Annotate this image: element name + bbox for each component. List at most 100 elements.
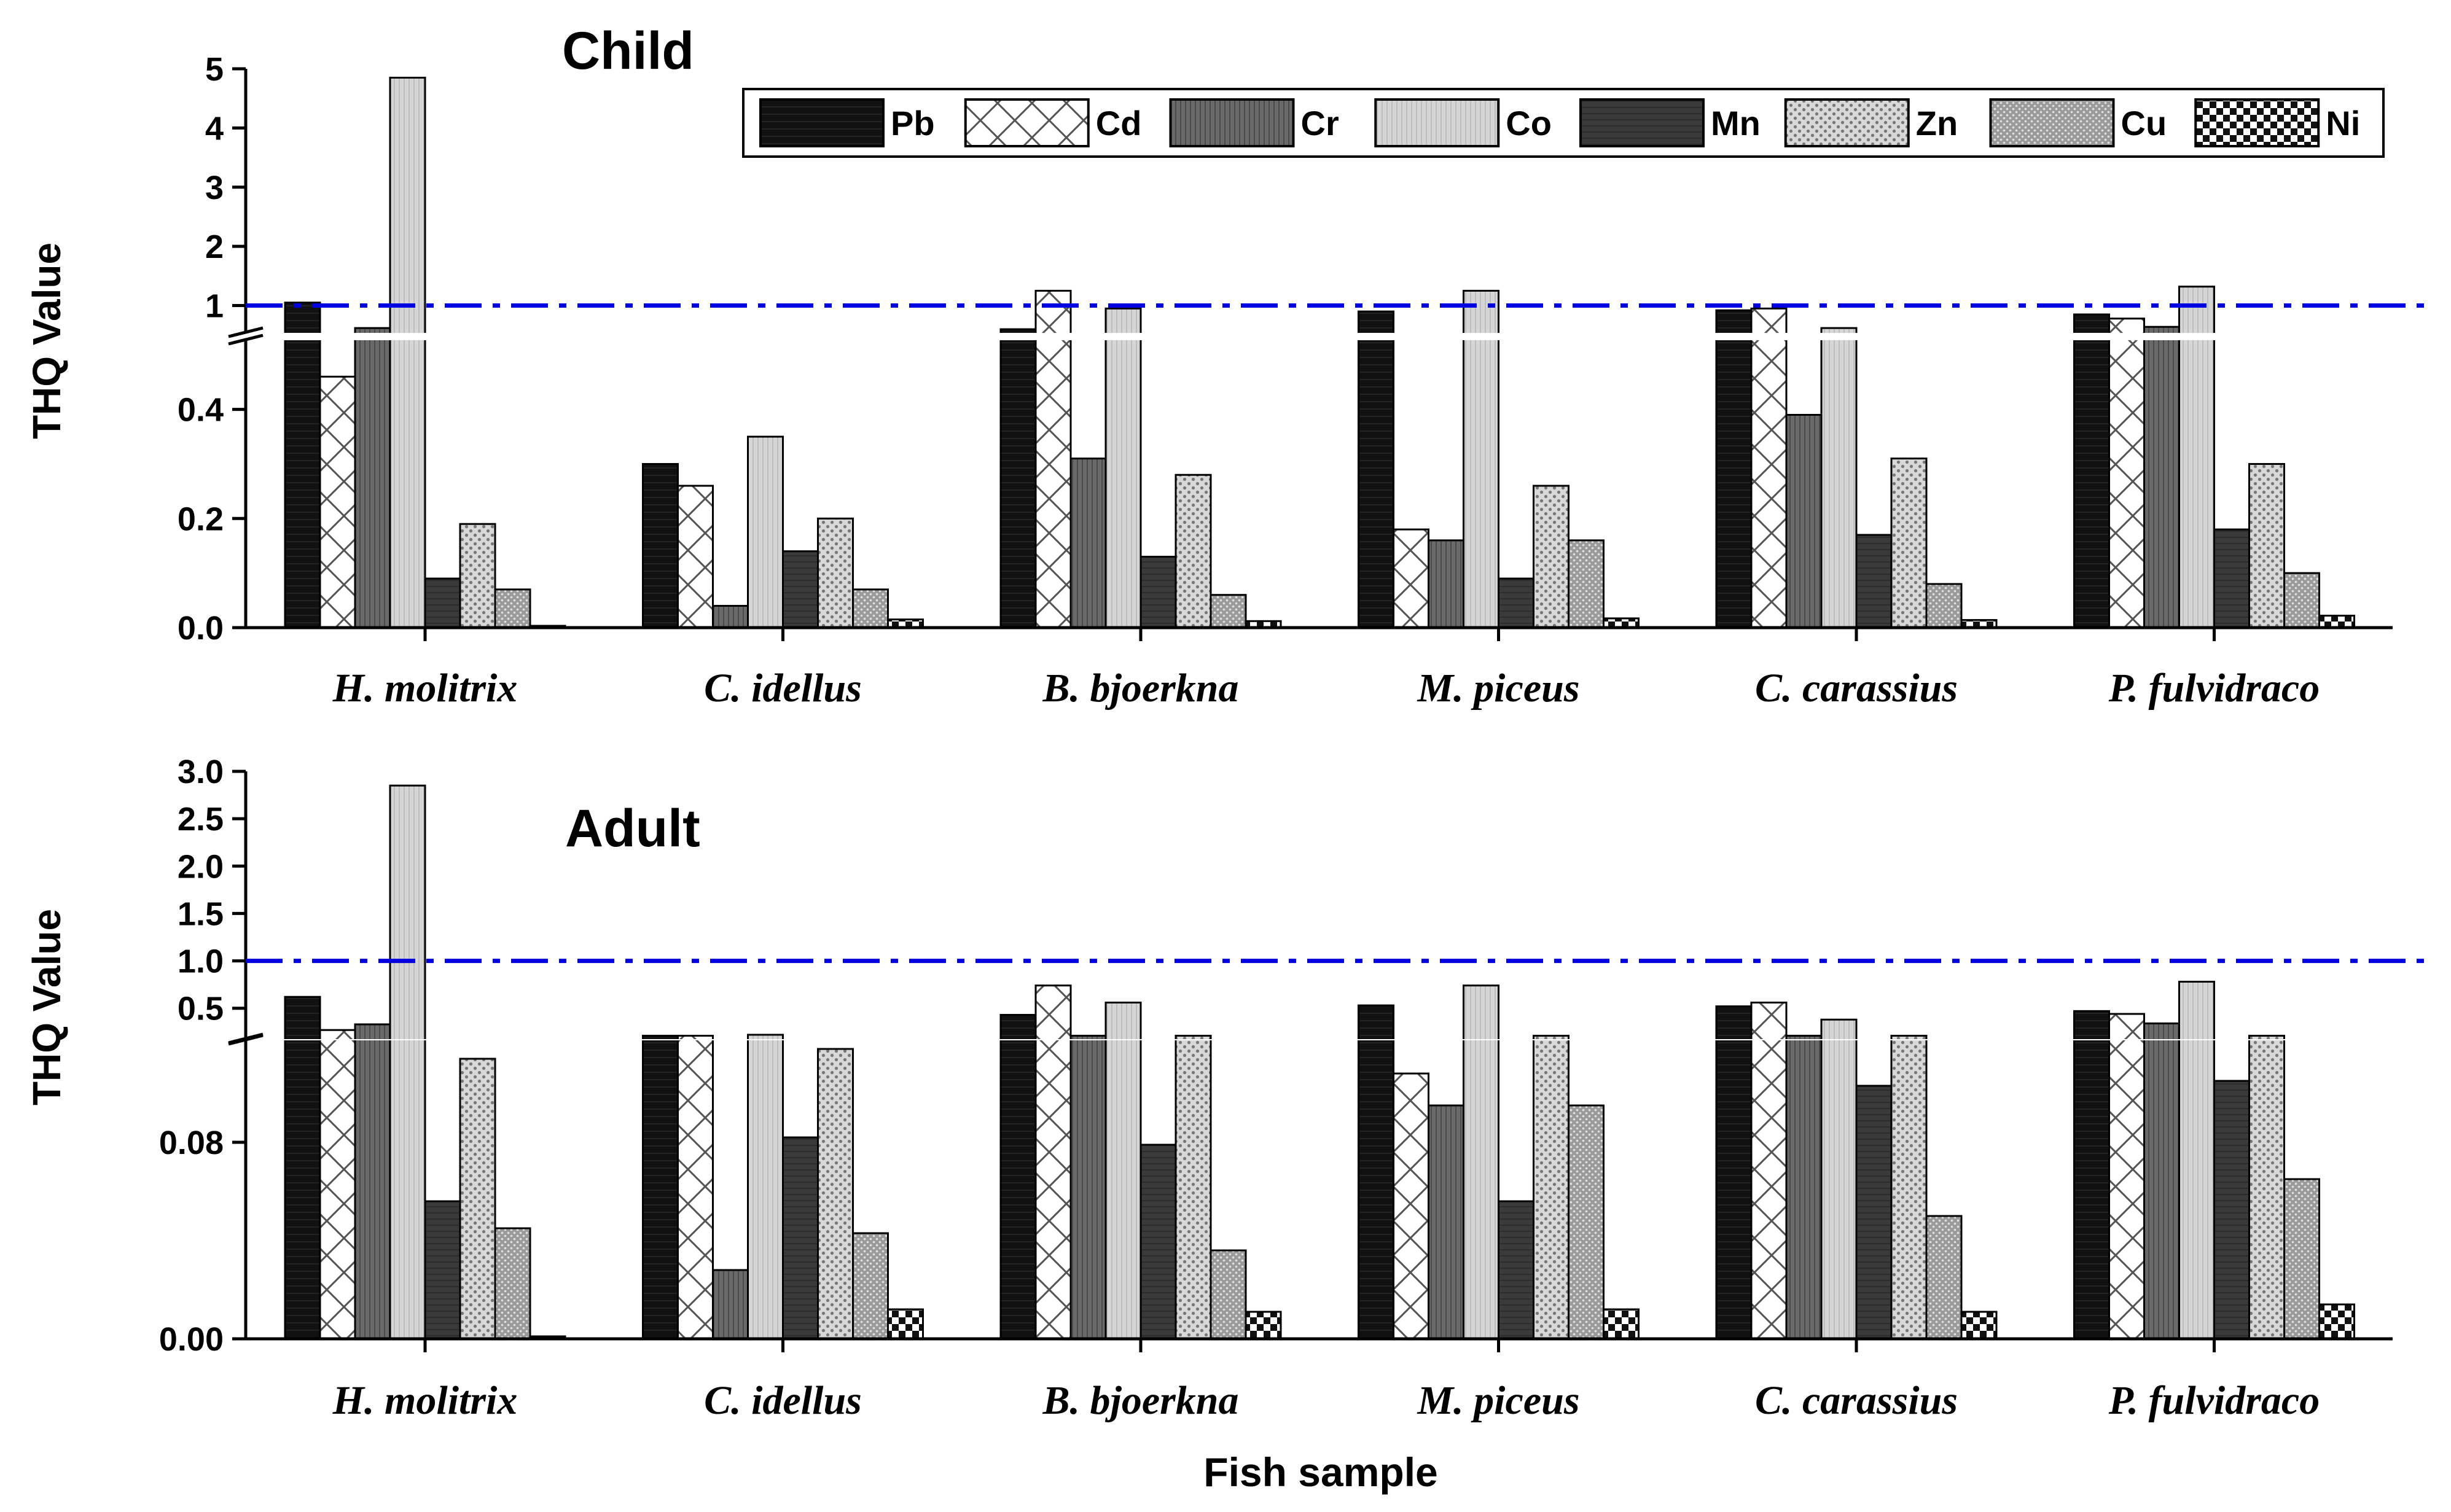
bar-child-zn-h-molitrix: [459, 523, 496, 629]
legend-swatch-ni: [2194, 98, 2320, 147]
legend-label-ni: Ni: [2326, 104, 2360, 142]
bar-adult-cr-c-carassius: [1785, 1034, 1823, 1340]
x-tick-label-h-molitrix: H. molitrix: [332, 666, 518, 711]
bar-child-zn-c-idellus: [817, 517, 854, 629]
y-tick-label: 1: [205, 288, 224, 325]
bar-adult-ni-b-bjoerkna: [1245, 1311, 1282, 1340]
bar-adult-cd-b-bjoerkna: [1034, 984, 1072, 1340]
bar-child-mn-p-fulvidraco: [2213, 528, 2250, 629]
bar-adult-ni-c-idellus: [887, 1308, 924, 1340]
x-tick-label-c-carassius: C. carassius: [1755, 666, 1958, 711]
bar-child-cr-b-bjoerkna: [1069, 458, 1107, 629]
bar-adult-zn-m-piceus: [1533, 1034, 1570, 1340]
x-tick-label-c-carassius: C. carassius: [1755, 1378, 1958, 1423]
legend-swatch-cd: [964, 98, 1090, 147]
x-tick-label-c-idellus: C. idellus: [704, 666, 862, 711]
bar-child-cr-c-carassius: [1785, 414, 1823, 629]
axis-break-mark: [228, 333, 264, 346]
legend: Pb Cd Cr Co Mn Zn Cu Ni: [742, 88, 2385, 158]
legend-label-pb: Pb: [891, 104, 935, 142]
y-tick-label: 2.5: [178, 801, 224, 838]
bar-child-zn-p-fulvidraco: [2248, 462, 2285, 629]
y-tick-label: 0.2: [178, 501, 224, 537]
bar-adult-zn-p-fulvidraco: [2248, 1034, 2285, 1340]
x-tick-label-p-fulvidraco: P. fulvidraco: [2108, 1378, 2320, 1423]
bar-adult-pb-c-carassius: [1715, 1005, 1753, 1340]
bar-child-cd-c-carassius: [1750, 307, 1788, 629]
bar-child-cu-h-molitrix: [494, 588, 531, 629]
bar-child-co-p-fulvidraco: [2178, 286, 2215, 629]
x-tick-label-b-bjoerkna: B. bjoerkna: [1042, 1378, 1238, 1423]
bar-child-cu-c-idellus: [852, 588, 889, 629]
y-tick-label: 0.00: [159, 1321, 224, 1358]
bar-child-pb-c-carassius: [1715, 309, 1753, 629]
bar-child-cr-m-piceus: [1428, 539, 1464, 629]
bar-adult-zn-c-carassius: [1890, 1034, 1928, 1340]
bar-child-cd-c-idellus: [677, 485, 714, 629]
bar-child-mn-c-idellus: [782, 550, 819, 629]
bar-child-cd-p-fulvidraco: [2108, 318, 2145, 629]
bar-child-pb-m-piceus: [1358, 310, 1394, 629]
y-tick-label: 1.5: [178, 895, 224, 932]
y-tick-label: 4: [205, 110, 224, 147]
axis-break-band: [248, 1039, 2393, 1040]
bar-child-cu-c-carassius: [1925, 583, 1963, 629]
bar-child-zn-b-bjoerkna: [1175, 473, 1212, 629]
bar-child-cr-c-idellus: [712, 604, 749, 629]
panels-layer: 0.0 0.2 0.4 1 2 3 4 5 H. molitrix C. idellus B. bj…: [25, 21, 2430, 1495]
panel-child: 0.0 0.2 0.4 1 2 3 4 5 H. molitrix C. idellus B. bj…: [25, 21, 2430, 711]
bar-adult-cr-b-bjoerkna: [1069, 1034, 1107, 1340]
legend-swatch-co: [1374, 98, 1500, 147]
x-axis-label: Fish sample: [1203, 1449, 1437, 1495]
legend-swatch-zn: [1784, 98, 1910, 147]
axis-break-band: [248, 333, 2393, 340]
bar-adult-pb-b-bjoerkna: [999, 1014, 1037, 1340]
bar-adult-co-p-fulvidraco: [2178, 981, 2215, 1340]
bar-child-cd-m-piceus: [1393, 528, 1429, 629]
bar-adult-cr-m-piceus: [1428, 1104, 1464, 1340]
y-tick-label: 2: [205, 228, 224, 265]
bar-adult-cd-c-carassius: [1750, 1001, 1788, 1340]
bar-child-mn-c-carassius: [1855, 534, 1893, 629]
bar-adult-pb-h-molitrix: [284, 996, 321, 1340]
panel-title: Child: [562, 21, 694, 80]
bar-adult-cr-c-idellus: [712, 1269, 749, 1340]
bar-child-pb-c-idellus: [642, 462, 679, 629]
y-tick-label: 0.5: [178, 991, 224, 1027]
axis-break-mark: [228, 1034, 264, 1046]
bar-adult-cd-p-fulvidraco: [2108, 1013, 2145, 1340]
legend-label-co: Co: [1506, 104, 1552, 142]
y-tick-label: 0.0: [178, 610, 224, 647]
bar-adult-mn-m-piceus: [1498, 1200, 1534, 1340]
bar-adult-co-m-piceus: [1463, 984, 1499, 1340]
bar-adult-cu-c-carassius: [1925, 1215, 1963, 1340]
bar-adult-pb-p-fulvidraco: [2073, 1010, 2110, 1340]
bar-child-co-m-piceus: [1463, 289, 1499, 629]
legend-label-zn: Zn: [1916, 104, 1958, 142]
bar-adult-pb-m-piceus: [1358, 1004, 1394, 1340]
legend-swatch-cu: [1989, 98, 2115, 147]
bar-child-zn-m-piceus: [1533, 485, 1570, 629]
legend-swatch-mn: [1579, 98, 1705, 147]
bar-child-cu-p-fulvidraco: [2283, 572, 2320, 629]
x-tick-label-h-molitrix: H. molitrix: [332, 1378, 518, 1423]
bar-child-cr-p-fulvidraco: [2143, 325, 2180, 629]
y-tick-label: 2.0: [178, 848, 224, 885]
bar-adult-zn-h-molitrix: [459, 1058, 496, 1340]
bar-adult-mn-c-carassius: [1855, 1085, 1893, 1340]
bar-adult-mn-b-bjoerkna: [1140, 1144, 1177, 1340]
legend-swatch-pb: [759, 98, 885, 147]
bar-adult-mn-h-molitrix: [424, 1200, 461, 1340]
bar-adult-pb-c-idellus: [642, 1034, 679, 1340]
legend-label-cu: Cu: [2121, 104, 2167, 142]
y-tick-label: 1.0: [178, 943, 224, 980]
bar-adult-cr-p-fulvidraco: [2143, 1022, 2180, 1340]
y-axis-label: THQ Value: [25, 909, 69, 1105]
bar-adult-mn-c-idellus: [782, 1136, 819, 1340]
bar-child-cd-h-molitrix: [319, 375, 356, 629]
bar-child-co-c-idellus: [747, 435, 784, 629]
bar-adult-mn-p-fulvidraco: [2213, 1080, 2250, 1340]
bar-adult-cd-h-molitrix: [319, 1029, 356, 1340]
